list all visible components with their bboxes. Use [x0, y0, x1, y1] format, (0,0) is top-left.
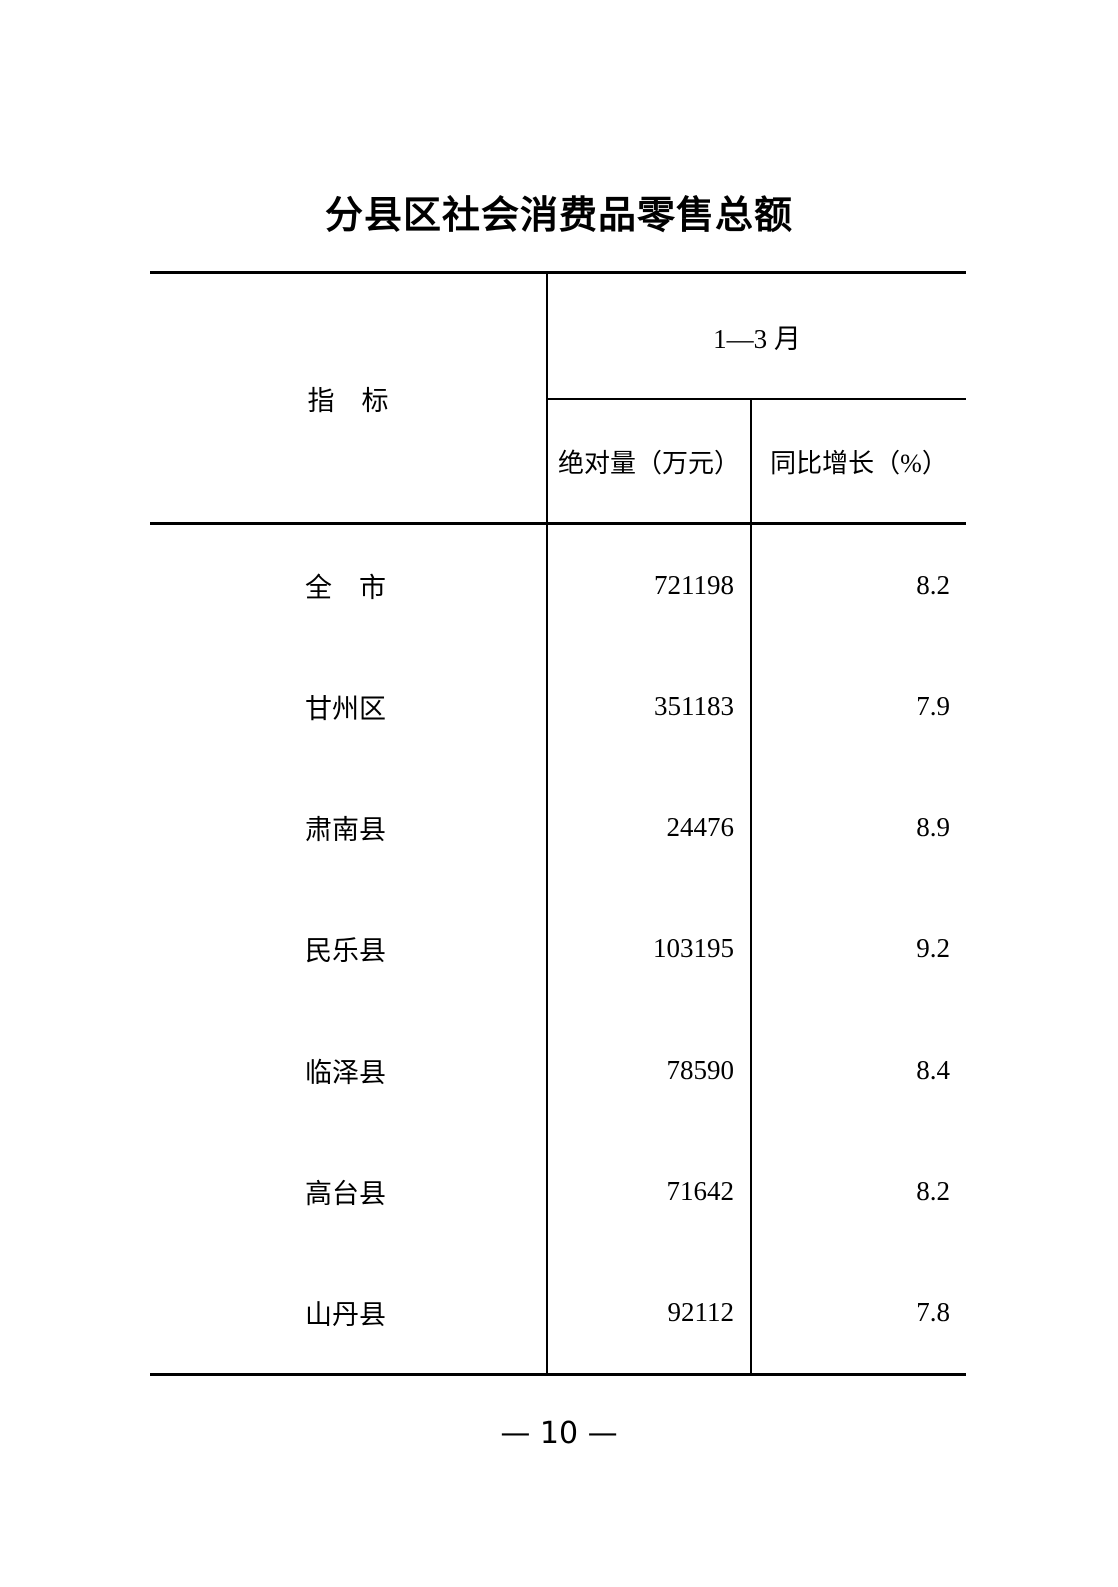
- absolute-value-cell: 103195: [548, 888, 752, 1010]
- table-row: 全 市 721198 8.2: [150, 525, 966, 647]
- indicator-name-cell: 肃南县: [150, 767, 548, 889]
- header-period-group: 1—3 月 绝对量（万元） 同比增长（%）: [548, 274, 966, 522]
- indicator-name-cell: 民乐县: [150, 888, 548, 1010]
- absolute-value-cell: 24476: [548, 767, 752, 889]
- page-title: 分县区社会消费品零售总额: [324, 193, 793, 237]
- header-subrow: 绝对量（万元） 同比增长（%）: [548, 400, 966, 522]
- table-body: 全 市 721198 8.2 甘州区 351183 7.9 肃南县 24476 …: [150, 525, 966, 1373]
- header-absolute-cell: 绝对量（万元）: [548, 400, 752, 522]
- table-row: 民乐县 103195 9.2: [150, 888, 966, 1010]
- growth-value-cell: 9.2: [916, 933, 950, 964]
- growth-value-cell: 7.8: [916, 1296, 950, 1327]
- table-row: 临泽县 78590 8.4: [150, 1009, 966, 1131]
- retail-sales-table: 指 标 1—3 月 绝对量（万元） 同比增长（%） 全 市 721198 8.2…: [150, 271, 966, 1376]
- absolute-value-cell: 92112: [548, 1251, 752, 1373]
- table-header: 指 标 1—3 月 绝对量（万元） 同比增长（%）: [150, 274, 966, 525]
- table-row: 高台县 71642 8.2: [150, 1130, 966, 1252]
- table-row: 甘州区 351183 7.9: [150, 646, 966, 768]
- indicator-name-cell: 临泽县: [150, 1009, 548, 1131]
- indicator-name-cell: 甘州区: [150, 646, 548, 768]
- page-number: — 10 —: [500, 1416, 618, 1451]
- growth-value-cell: 8.2: [916, 1175, 950, 1206]
- growth-value-cell: 8.2: [916, 570, 950, 601]
- indicator-name-cell: 山丹县: [150, 1251, 548, 1373]
- table-row: 山丹县 92112 7.8: [150, 1251, 966, 1373]
- growth-value-cell: 8.4: [916, 1054, 950, 1085]
- absolute-value-cell: 721198: [548, 525, 752, 647]
- header-period-cell: 1—3 月: [548, 274, 966, 400]
- indicator-name-cell: 高台县: [150, 1130, 548, 1252]
- growth-value-cell: 7.9: [916, 691, 950, 722]
- indicator-name-cell: 全 市: [150, 525, 548, 647]
- header-growth-cell: 同比增长（%）: [770, 448, 948, 478]
- header-indicator-cell: 指 标: [150, 274, 548, 522]
- growth-value-cell: 8.9: [916, 812, 950, 843]
- absolute-value-cell: 71642: [548, 1130, 752, 1252]
- absolute-value-cell: 351183: [548, 646, 752, 768]
- table-row: 肃南县 24476 8.9: [150, 767, 966, 889]
- absolute-value-cell: 78590: [548, 1009, 752, 1131]
